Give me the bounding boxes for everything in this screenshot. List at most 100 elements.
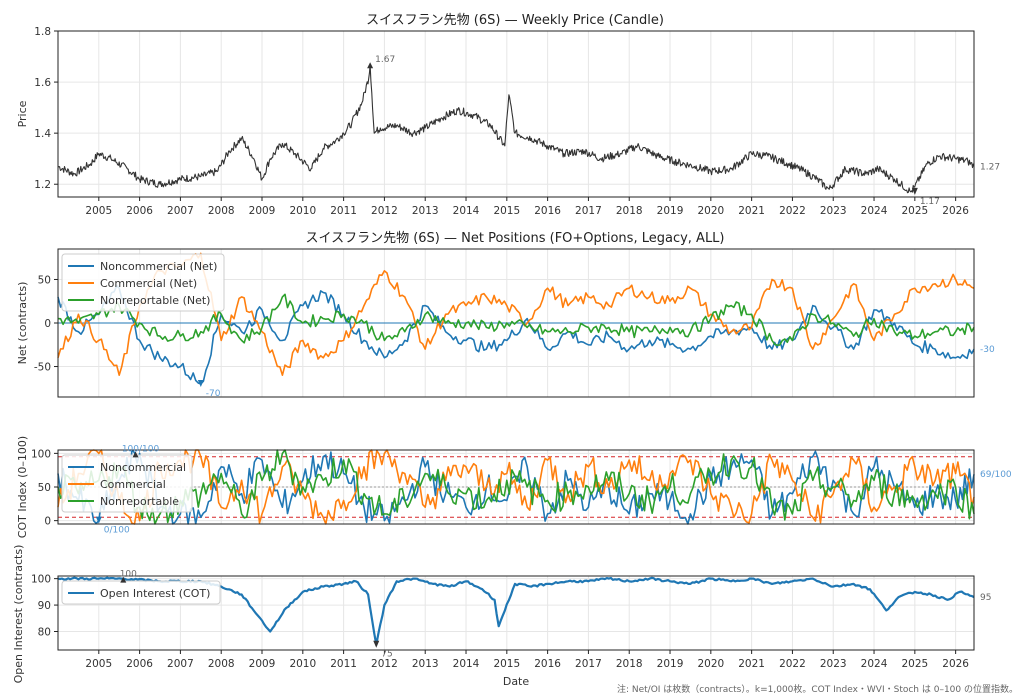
x-tick-label: 2010 xyxy=(289,205,316,217)
max-label: 100 xyxy=(120,570,137,580)
max-label: 1.67 xyxy=(375,55,395,65)
max-marker xyxy=(367,62,374,69)
max-marker xyxy=(120,576,127,583)
x-tick-label: 2025 xyxy=(901,205,928,217)
legend-label: Commercial (Net) xyxy=(100,277,197,290)
net-panel: スイスフラン先物 (6S) — Net Positions (FO+Option… xyxy=(16,231,995,399)
price-panel: スイスフラン先物 (6S) — Weekly Price (Candle) Pr… xyxy=(16,13,1000,217)
y-tick-label: 90 xyxy=(38,600,51,612)
x-tick-label: 2009 xyxy=(249,205,276,217)
noncommercial-net--line xyxy=(57,284,975,385)
x-tick-label: 2019 xyxy=(657,205,684,217)
min-label: -70 xyxy=(206,389,221,399)
x-tick-label: 2024 xyxy=(861,205,888,217)
x-tick-label: 2012 xyxy=(371,205,398,217)
legend-label: Nonreportable xyxy=(100,495,179,508)
x-tick-label: 2026 xyxy=(942,658,969,670)
x-tick-label: 2022 xyxy=(779,205,806,217)
x-tick-label: 2010 xyxy=(289,658,316,670)
x-tick-label: 2021 xyxy=(738,658,765,670)
price-title: スイスフラン先物 (6S) — Weekly Price (Candle) xyxy=(366,13,664,28)
x-tick-label: 2014 xyxy=(453,205,480,217)
x-tick-label: 2005 xyxy=(85,658,112,670)
price-ylabel: Price xyxy=(16,100,29,127)
last-value-label: 69/100 xyxy=(980,470,1012,480)
min-label: 1.17 xyxy=(920,197,940,207)
min-label: 0/100 xyxy=(104,526,130,536)
cot-ylabel: COT Index (0–100) xyxy=(16,436,29,538)
x-tick-label: 2021 xyxy=(738,205,765,217)
x-tick-label: 2012 xyxy=(371,658,398,670)
net-title: スイスフラン先物 (6S) — Net Positions (FO+Option… xyxy=(305,231,724,246)
x-tick-label: 2013 xyxy=(412,658,439,670)
y-tick-label: 1.2 xyxy=(34,179,51,191)
x-tick-label: 2022 xyxy=(779,658,806,670)
legend-box xyxy=(61,454,193,513)
nonreportable-net--line xyxy=(57,293,975,347)
oi-frame xyxy=(57,575,975,651)
noncommercial-line xyxy=(57,449,975,525)
x-tick-label: 2016 xyxy=(534,658,561,670)
min-label: 75 xyxy=(381,650,392,660)
price-line xyxy=(57,63,975,194)
commercial-line xyxy=(57,449,975,525)
x-tick-label: 2017 xyxy=(575,205,602,217)
x-tick-label: 2006 xyxy=(126,658,153,670)
legend-label: Noncommercial xyxy=(100,461,186,474)
min-marker xyxy=(197,379,204,387)
x-tick-label: 2023 xyxy=(820,658,847,670)
x-tick-label: 2017 xyxy=(575,658,602,670)
max-label: 100/100 xyxy=(122,444,160,454)
y-tick-label: 1.4 xyxy=(34,128,51,140)
y-tick-label: 1.6 xyxy=(34,77,51,89)
x-tick-label: 2011 xyxy=(330,658,357,670)
y-tick-label: 1.8 xyxy=(34,26,51,38)
x-tick-label: 2024 xyxy=(861,658,888,670)
x-tick-label: 2020 xyxy=(697,658,724,670)
x-tick-label: 2020 xyxy=(697,205,724,217)
min-marker xyxy=(373,640,380,648)
legend-box xyxy=(61,253,225,312)
legend-label: Open Interest (COT) xyxy=(100,587,210,600)
min-marker xyxy=(911,187,918,195)
y-tick-label: 80 xyxy=(38,627,51,639)
x-tick-label: 2013 xyxy=(412,205,439,217)
net-ylabel: Net (contracts) xyxy=(16,282,29,365)
x-tick-label: 2018 xyxy=(616,205,643,217)
y-tick-label: 50 xyxy=(38,482,51,494)
x-tick-label: 2025 xyxy=(901,658,928,670)
y-tick-label: 0 xyxy=(44,516,51,528)
x-tick-label: 2026 xyxy=(942,205,969,217)
x-tick-label: 2007 xyxy=(167,658,194,670)
min-marker xyxy=(95,516,102,524)
y-tick-label: -50 xyxy=(34,362,51,374)
x-tick-label: 2018 xyxy=(616,658,643,670)
x-tick-label: 2011 xyxy=(330,205,357,217)
y-tick-label: 50 xyxy=(38,274,51,286)
open-interest-panel: Open Interest (contracts) 80 90 100 2005 20… xyxy=(12,545,991,688)
x-tick-label: 2015 xyxy=(493,658,520,670)
oi-ylabel: Open Interest (contracts) xyxy=(12,545,25,684)
x-axis-label: Date xyxy=(503,675,530,688)
y-tick-label: 100 xyxy=(31,574,51,586)
legend-label: Nonreportable (Net) xyxy=(100,294,210,307)
nonreportable-line xyxy=(57,449,975,525)
max-marker xyxy=(132,451,139,458)
legend-label: Noncommercial (Net) xyxy=(100,260,217,273)
footnote: 注: Net/OI は枚数（contracts）。k=1,000枚。COT In… xyxy=(617,683,1018,695)
x-tick-label: 2005 xyxy=(85,205,112,217)
legend-label: Commercial xyxy=(100,478,166,491)
last-value-label: 1.27 xyxy=(980,162,1000,172)
x-tick-label: 2016 xyxy=(534,205,561,217)
last-value-label: -30 xyxy=(980,345,995,355)
x-tick-label: 2023 xyxy=(820,205,847,217)
x-tick-label: 2006 xyxy=(126,205,153,217)
legend-box xyxy=(61,580,221,605)
x-tick-label: 2019 xyxy=(657,658,684,670)
x-tick-label: 2015 xyxy=(493,205,520,217)
y-tick-label: 100 xyxy=(31,448,51,460)
x-tick-label: 2008 xyxy=(208,658,235,670)
price-frame xyxy=(57,30,975,198)
x-tick-label: 2007 xyxy=(167,205,194,217)
